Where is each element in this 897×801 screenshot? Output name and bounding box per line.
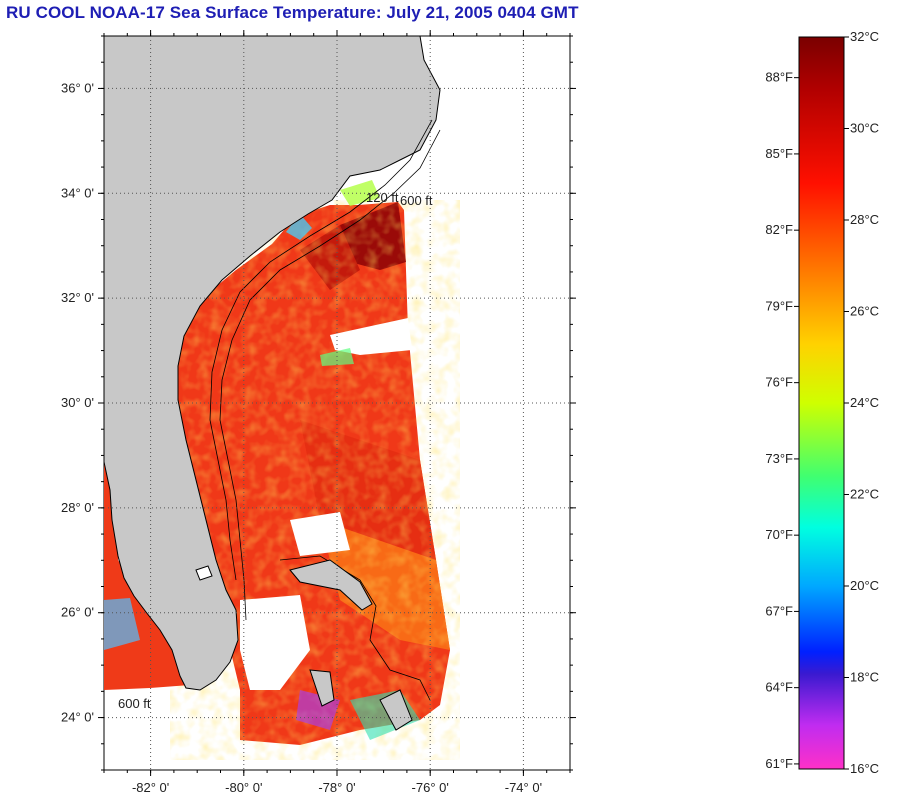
cloud-gap — [330, 318, 412, 355]
fahrenheit-label: 70°F — [765, 527, 793, 542]
latitude-label: 24° 0' — [61, 710, 94, 725]
fahrenheit-label: 76°F — [765, 375, 793, 390]
graticule — [104, 36, 570, 770]
longitude-label: -76° 0' — [412, 780, 449, 795]
latitude-label: 26° 0' — [61, 605, 94, 620]
fahrenheit-label: 67°F — [765, 603, 793, 618]
celsius-label: 20°C — [850, 578, 879, 593]
latitude-label: 32° 0' — [61, 290, 94, 305]
cloud-gap — [240, 595, 310, 690]
map-title: RU COOL NOAA-17 Sea Surface Temperature:… — [6, 3, 579, 22]
colorbar — [798, 36, 845, 770]
bahamas-island — [289, 559, 373, 611]
latitude-label: 34° 0' — [61, 185, 94, 200]
fahrenheit-label: 85°F — [765, 146, 793, 161]
axis-ticks — [98, 30, 576, 776]
fahrenheit-label: 61°F — [765, 756, 793, 771]
lake-okeechobee — [195, 565, 213, 581]
fahrenheit-label: 79°F — [765, 298, 793, 313]
celsius-label: 22°C — [850, 487, 879, 502]
latitude-label: 36° 0' — [61, 80, 94, 95]
bahamas-island — [309, 669, 335, 707]
bahamas-island — [379, 689, 413, 731]
latitude-label: 28° 0' — [61, 500, 94, 515]
longitude-label: -78° 0' — [318, 780, 355, 795]
celsius-label: 32°C — [850, 29, 879, 44]
fahrenheit-label: 88°F — [765, 70, 793, 85]
celsius-label: 24°C — [850, 395, 879, 410]
latitude-labels: 36° 0' 34° 0' 32° 0' 30° 0' 28° 0' 26° 0' 24° … — [61, 80, 94, 724]
contour-120ft — [209, 119, 433, 581]
contour-label: 600 ft — [118, 696, 151, 711]
land-mass — [104, 36, 441, 691]
celsius-label: 28°C — [850, 212, 879, 227]
cool-speckle — [286, 214, 312, 240]
fahrenheit-label: 82°F — [765, 222, 793, 237]
cloud-gap — [290, 512, 350, 556]
contour-label: 600 ft — [400, 193, 433, 208]
fahrenheit-label: 73°F — [765, 451, 793, 466]
colorbar-fahrenheit-labels: 88°F 85°F 82°F 79°F 76°F 73°F 70°F 67°F 64°F 61°F — [765, 70, 799, 771]
longitude-label: -82° 0' — [132, 780, 169, 795]
longitude-label: -80° 0' — [225, 780, 262, 795]
celsius-label: 16°C — [850, 761, 879, 776]
longitude-label: -74° 0' — [505, 780, 542, 795]
longitude-labels: -82° 0' -80° 0' -78° 0' -76° 0' -74° 0' — [132, 780, 542, 795]
celsius-label: 30°C — [850, 121, 879, 136]
fahrenheit-label: 64°F — [765, 680, 793, 695]
celsius-label: 26°C — [850, 304, 879, 319]
contour-600ft — [219, 129, 441, 621]
colorbar-celsius-labels: 32°C 30°C 28°C 26°C 24°C 22°C 20°C 18°C 16°C — [844, 29, 879, 776]
celsius-label: 18°C — [850, 670, 879, 685]
latitude-label: 30° 0' — [61, 395, 94, 410]
contour-bahamas — [279, 555, 431, 701]
cool-speckle — [104, 598, 140, 650]
contour-label: 120 ft — [366, 190, 399, 205]
